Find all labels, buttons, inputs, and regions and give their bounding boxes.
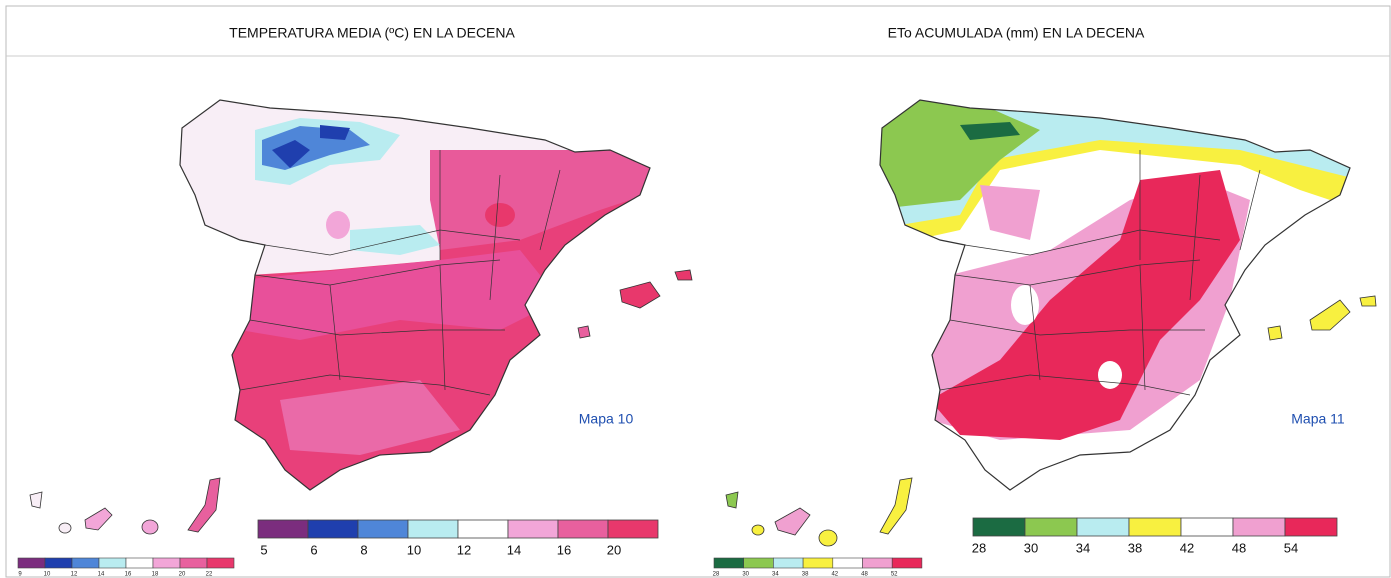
legend-swatch	[1024, 517, 1078, 537]
legend-label: 28	[972, 540, 986, 555]
legend-label: 20	[607, 542, 621, 557]
legend-swatch	[1180, 517, 1234, 537]
legend-swatch	[1076, 517, 1130, 537]
legend-label: 54	[1284, 540, 1298, 555]
mini-legend-swatch	[179, 557, 208, 569]
legend-swatch	[257, 519, 309, 539]
mini-legend-label: 48	[861, 572, 868, 578]
mini-legend-swatch	[743, 557, 774, 569]
mini-legend-label: 9	[18, 572, 22, 578]
legend-label: 14	[507, 542, 521, 557]
legend-label: 8	[360, 542, 367, 557]
mini-legend-label: 38	[802, 572, 809, 578]
mini-legend-label: 10	[44, 572, 51, 578]
mini-legend-swatch	[891, 557, 923, 569]
legend-swatch	[507, 519, 559, 539]
mini-legend-swatch	[71, 557, 100, 569]
legend-label: 12	[457, 542, 471, 557]
mini-legend-swatch	[206, 557, 235, 569]
mini-legend-label: 28	[713, 572, 720, 578]
legend-swatch	[1232, 517, 1286, 537]
legend-label: 16	[557, 542, 571, 557]
mini-legend-label: 52	[891, 572, 898, 578]
mini-legend-label: 14	[98, 572, 105, 578]
legend-label: 34	[1076, 540, 1090, 555]
legend-swatch	[557, 519, 609, 539]
legend-label: 5	[260, 542, 267, 557]
frame	[5, 5, 1391, 578]
mini-legend-swatch	[862, 557, 893, 569]
legend-swatch	[1284, 517, 1338, 537]
legend-label: 38	[1128, 540, 1142, 555]
mini-legend-label: 42	[831, 572, 838, 578]
legend-swatch	[972, 517, 1026, 537]
mini-legend-swatch	[44, 557, 73, 569]
mini-legend-label: 20	[179, 572, 186, 578]
map-label: Mapa 10	[579, 411, 634, 427]
legend-label: 48	[1232, 540, 1246, 555]
map-eto	[725, 99, 1377, 547]
legend-label: 42	[1180, 540, 1194, 555]
mini-legend-swatch	[773, 557, 804, 569]
mini-legend-swatch	[713, 557, 745, 569]
mini-legend-swatch	[802, 557, 834, 569]
legend-label: 6	[310, 542, 317, 557]
legend-swatch	[1128, 517, 1182, 537]
legends: TEMPERATURA MEDIA (ºC) EN LA DECENA Mapa …	[17, 25, 1345, 578]
legend-swatch	[407, 519, 459, 539]
panel-title: TEMPERATURA MEDIA (ºC) EN LA DECENA	[229, 25, 515, 41]
legend-label: 30	[1024, 540, 1038, 555]
mini-legend-swatch	[125, 557, 154, 569]
mini-legend-swatch	[832, 557, 863, 569]
mini-legend-label: 22	[206, 572, 213, 578]
mini-legend-label: 18	[152, 572, 159, 578]
mini-legend-swatch	[98, 557, 127, 569]
legend-swatch	[607, 519, 659, 539]
mini-legend-label: 16	[125, 572, 132, 578]
mini-legend-label: 12	[71, 572, 78, 578]
mini-legend-label: 30	[742, 572, 749, 578]
mini-legend-swatch	[17, 557, 46, 569]
map-temperature	[29, 99, 693, 535]
map-label: Mapa 11	[1291, 411, 1345, 427]
mini-legend-label: 34	[772, 572, 779, 578]
mini-legend-swatch	[152, 557, 181, 569]
legend-swatch	[457, 519, 509, 539]
legend-swatch	[307, 519, 359, 539]
legend-label: 10	[407, 542, 421, 557]
legend-swatch	[357, 519, 409, 539]
panel-title: ETo ACUMULADA (mm) EN LA DECENA	[888, 25, 1145, 41]
